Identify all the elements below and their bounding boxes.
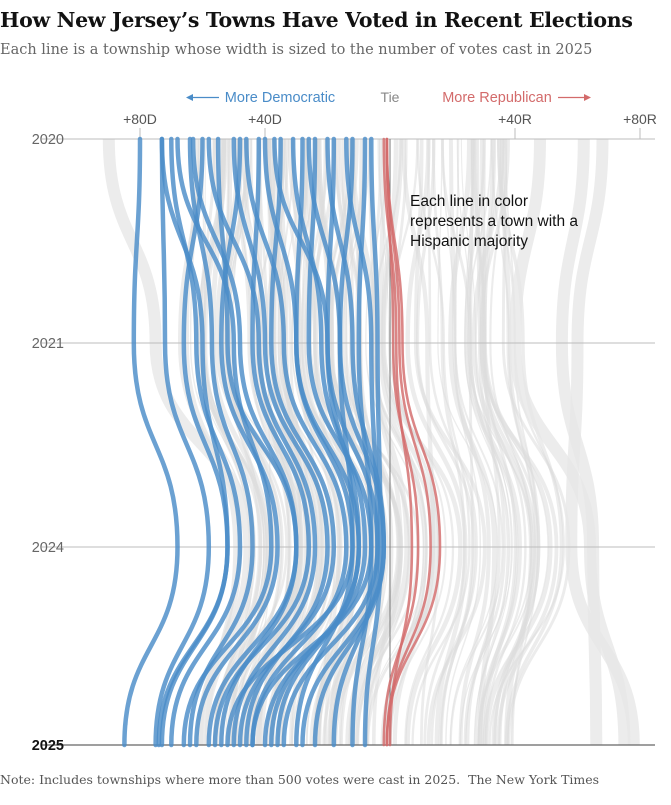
republican-town-line	[385, 137, 442, 747]
background-line	[489, 138, 533, 746]
democratic-town-line	[312, 136, 387, 748]
annotation-line: Each line in color	[410, 193, 528, 210]
background-line	[476, 138, 527, 746]
hispanic-town-lines	[122, 136, 442, 748]
annotation-line: Hispanic majority	[410, 233, 528, 250]
right-arrowhead-icon	[584, 94, 591, 101]
democratic-town-line	[244, 136, 349, 748]
background-line	[504, 138, 539, 746]
democratic-town-line	[294, 136, 355, 748]
democratic-town-line	[153, 136, 212, 748]
democratic-town-line	[194, 136, 280, 748]
more-republican-label: More Republican	[442, 90, 552, 106]
background-line	[442, 138, 482, 746]
democratic-town-line	[362, 136, 383, 748]
democratic-town-line	[212, 136, 312, 748]
democratic-town-line	[187, 136, 255, 748]
year-label: 2021	[32, 336, 64, 352]
democratic-town-line	[350, 136, 374, 748]
x-tick-label: +80D	[123, 111, 157, 127]
x-tick-label: +80R	[623, 111, 657, 127]
left-arrowhead-icon	[186, 94, 193, 101]
x-tick-label: +40D	[248, 111, 282, 127]
republican-town-line	[385, 137, 432, 747]
democratic-town-line	[206, 136, 318, 748]
chart-title: How New Jersey’s Towns Have Voted in Rec…	[0, 8, 633, 32]
footnote: Note: Includes townships where more than…	[0, 772, 671, 787]
background-line	[448, 138, 491, 746]
democratic-town-line	[159, 136, 230, 748]
tie-label: Tie	[381, 89, 400, 105]
background-line	[555, 138, 603, 746]
source-credit: The New York Times	[468, 772, 600, 787]
annotation-line: represents a town with a	[410, 213, 578, 230]
note-text: Note: Includes townships where more than…	[0, 772, 461, 787]
year-label: 2020	[32, 132, 64, 148]
year-label: 2025	[32, 738, 64, 754]
x-tick-label: +40R	[498, 111, 532, 127]
democratic-town-line	[206, 136, 299, 748]
year-label: 2024	[32, 540, 64, 556]
background-line	[411, 138, 471, 746]
republican-town-line	[382, 137, 420, 747]
chart-subtitle: Each line is a township whose width is s…	[0, 42, 593, 58]
democratic-town-line	[175, 136, 274, 748]
more-democratic-label: More Democratic	[225, 90, 335, 106]
axis-labels: +80D +40D +40R +80R Tie More Democratic More R…	[32, 89, 657, 754]
annotation: Each line in color represents a town with…	[410, 193, 578, 250]
democratic-town-line	[331, 136, 380, 748]
background-line	[463, 138, 519, 746]
democratic-town-line	[169, 136, 243, 748]
background-line	[508, 138, 631, 746]
democratic-town-line	[225, 136, 355, 748]
democratic-town-line	[122, 136, 180, 748]
